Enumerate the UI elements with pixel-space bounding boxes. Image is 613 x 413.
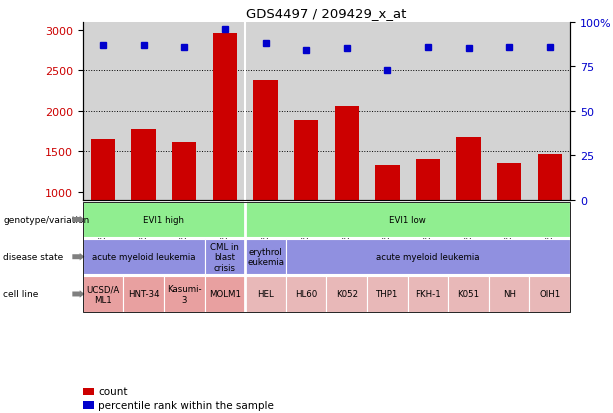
Text: FKH-1: FKH-1	[415, 290, 441, 299]
Bar	[91, 140, 115, 200]
Text: K052: K052	[336, 290, 358, 299]
Text: cell line: cell line	[3, 290, 39, 299]
Bar	[335, 107, 359, 200]
Bar	[213, 34, 237, 200]
Title: GDS4497 / 209429_x_at: GDS4497 / 209429_x_at	[246, 7, 406, 20]
Text: disease state: disease state	[3, 253, 63, 261]
Text: EVI1 high: EVI1 high	[143, 216, 185, 224]
Text: THP1: THP1	[376, 290, 398, 299]
Text: NH: NH	[503, 290, 516, 299]
Text: HEL: HEL	[257, 290, 274, 299]
Bar	[253, 81, 278, 200]
Text: EVI1 low: EVI1 low	[389, 216, 426, 224]
Text: genotype/variation: genotype/variation	[3, 216, 89, 224]
Text: OIH1: OIH1	[539, 290, 560, 299]
Bar	[294, 121, 318, 200]
Bar	[457, 138, 481, 200]
Bar	[132, 129, 156, 200]
Text: UCSD/A
ML1: UCSD/A ML1	[86, 285, 120, 304]
Text: K051: K051	[457, 290, 479, 299]
Text: CML in
blast
crisis: CML in blast crisis	[210, 242, 239, 272]
Bar	[172, 142, 197, 200]
Text: percentile rank within the sample: percentile rank within the sample	[98, 400, 274, 410]
Text: erythrol
eukemia: erythrol eukemia	[247, 247, 284, 267]
Bar	[497, 164, 522, 200]
Text: acute myeloid leukemia: acute myeloid leukemia	[92, 253, 196, 261]
Bar	[375, 166, 400, 200]
Text: Kasumi-
3: Kasumi- 3	[167, 285, 202, 304]
Text: HNT-34: HNT-34	[128, 290, 159, 299]
Bar	[416, 159, 440, 200]
Text: HL60: HL60	[295, 290, 318, 299]
Text: MOLM1: MOLM1	[209, 290, 241, 299]
Text: count: count	[98, 387, 128, 396]
Bar	[538, 155, 562, 200]
Text: acute myeloid leukemia: acute myeloid leukemia	[376, 253, 480, 261]
